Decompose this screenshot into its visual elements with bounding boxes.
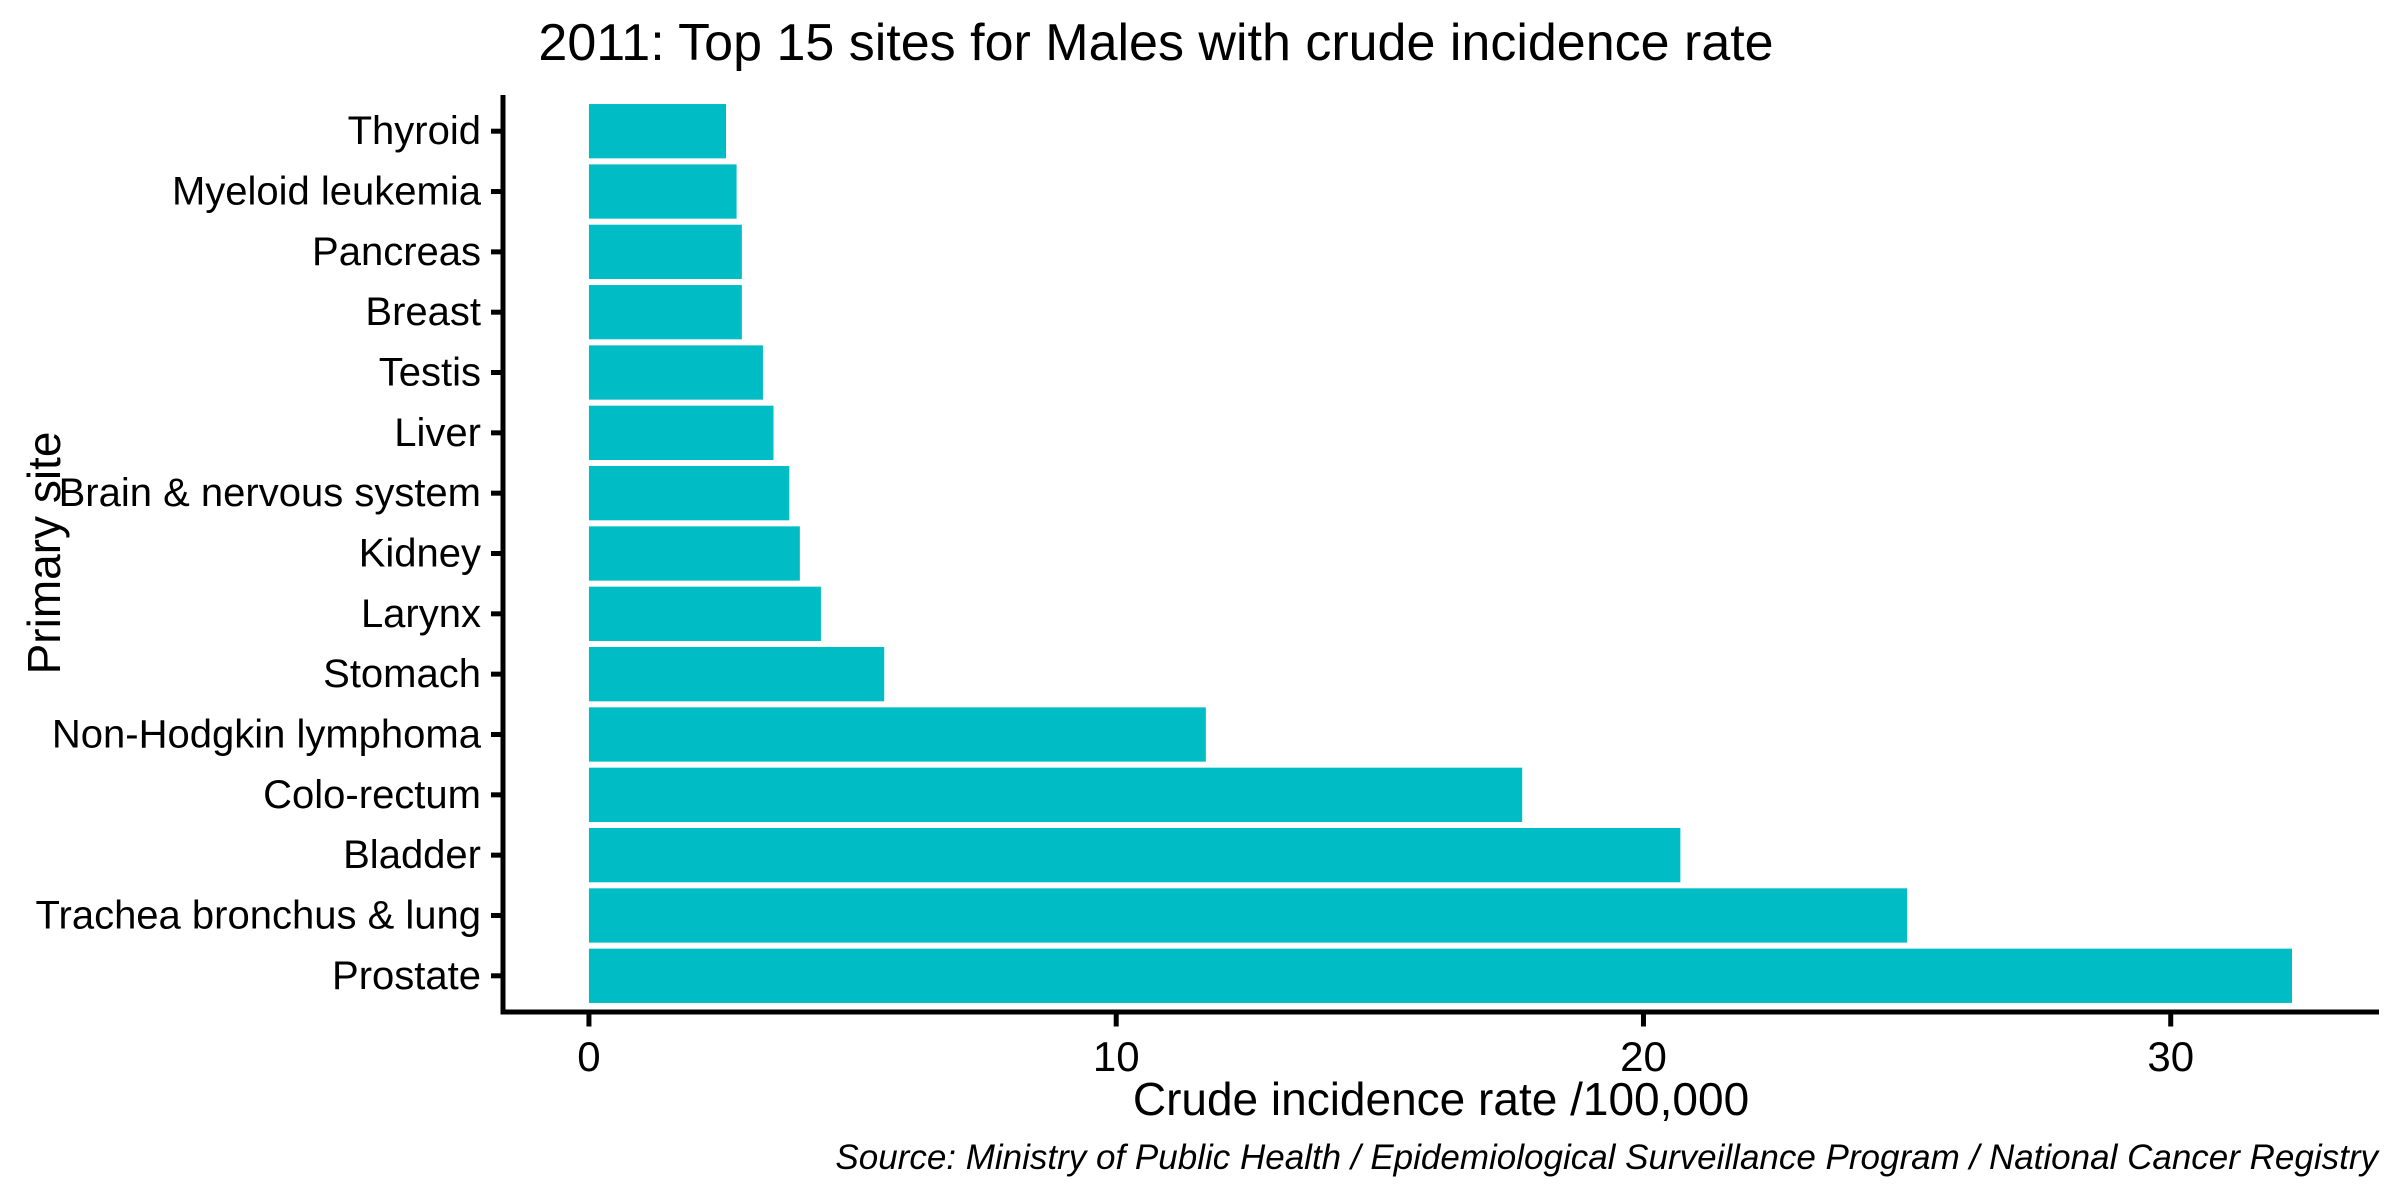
y-tick-label-liver: Liver	[394, 411, 481, 455]
y-tick-label-non-hodgkin-lymphoma: Non-Hodgkin lymphoma	[52, 712, 482, 756]
y-axis-title: Primary site	[18, 431, 70, 675]
bar-bladder	[588, 827, 1681, 883]
y-tick-label-stomach: Stomach	[323, 652, 481, 696]
x-tick-label-10: 10	[1093, 1033, 1140, 1080]
bar-colo-rectum	[588, 767, 1523, 822]
bar-stomach	[588, 647, 885, 702]
bar-brain-nervous-system	[588, 466, 790, 521]
bar-kidney	[588, 526, 800, 581]
y-tick-label-kidney: Kidney	[359, 532, 481, 576]
y-tick-label-prostate: Prostate	[332, 954, 481, 998]
bar-pancreas	[588, 224, 742, 280]
bar-breast	[588, 285, 742, 340]
bar-liver	[588, 405, 774, 460]
bar-trachea-bronchus-lung	[588, 888, 1908, 943]
y-tick-label-testis: Testis	[379, 351, 481, 395]
bar-thyroid	[588, 104, 727, 159]
y-tick-label-trachea-bronchus-lung: Trachea bronchus & lung	[36, 893, 481, 937]
y-tick-label-colo-rectum: Colo-rectum	[263, 773, 481, 817]
x-tick-label-20: 20	[1620, 1033, 1667, 1080]
y-tick-label-larynx: Larynx	[361, 592, 481, 636]
y-tick-label-thyroid: Thyroid	[348, 109, 481, 153]
bar-myeloid-leukemia	[588, 164, 737, 219]
y-tick-label-bladder: Bladder	[343, 833, 481, 877]
x-tick-label-30: 30	[2147, 1033, 2194, 1080]
y-tick-label-brain-nervous-system: Brain & nervous system	[59, 471, 481, 515]
y-tick-label-pancreas: Pancreas	[312, 230, 481, 274]
y-tick-label-breast: Breast	[365, 290, 481, 334]
x-axis-title: Crude incidence rate /100,000	[1132, 1073, 1750, 1125]
bar-prostate	[588, 948, 2293, 1003]
bar-larynx	[588, 586, 821, 641]
bar-non-hodgkin-lymphoma	[588, 707, 1206, 762]
chart-title: 2011: Top 15 sites for Males with crude …	[538, 14, 1774, 72]
source-caption: Source: Ministry of Public Health / Epid…	[835, 1138, 2378, 1177]
y-tick-label-myeloid-leukemia: Myeloid leukemia	[172, 170, 482, 214]
bar-testis	[588, 345, 763, 400]
x-tick-label-0: 0	[577, 1033, 600, 1080]
